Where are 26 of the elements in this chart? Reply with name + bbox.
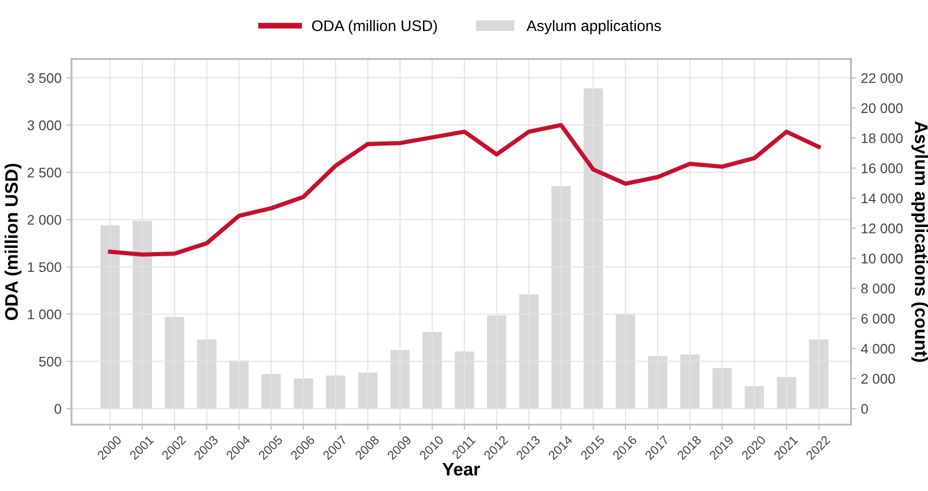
y2-tick-label: 20 000 [861,103,903,114]
line-series [108,123,821,257]
y-tick-label: 1 000 [28,309,62,320]
legend-label: ODA (million USD) [312,20,437,34]
x-axis-title: Year [442,463,480,476]
y2-tick-label: 16 000 [862,163,903,174]
y2-tick-label: 8 000 [861,284,895,294]
y2-axis-title: Asylum applications (count) [911,121,928,362]
y-tick-label: 3 000 [28,120,62,130]
y2-tick-label: 2 000 [861,374,895,384]
y-tick-label: 1 500 [28,262,62,272]
y-tick-label: 2 000 [28,214,62,225]
y-axis-title: ODA (million USD) [4,164,22,320]
y2-tick-label: 12 000 [862,224,903,234]
y-tick-label: 2 500 [28,168,62,178]
y2-tick-label: 0 [861,404,868,414]
y2-tick-label: 14 000 [862,193,903,204]
y2-tick-label: 10 000 [862,254,903,264]
y2-tick-label: 6 000 [861,314,895,324]
y2-tick-label: 22 000 [861,73,903,84]
y-tick-label: 0 [54,404,62,414]
y2-tick-label: 4 000 [861,344,895,354]
y-tick-label: 3 500 [28,73,62,83]
legend-label: Asylum applications [526,20,661,34]
y2-tick-label: 18 000 [862,133,903,144]
y-tick-label: 500 [39,356,62,367]
